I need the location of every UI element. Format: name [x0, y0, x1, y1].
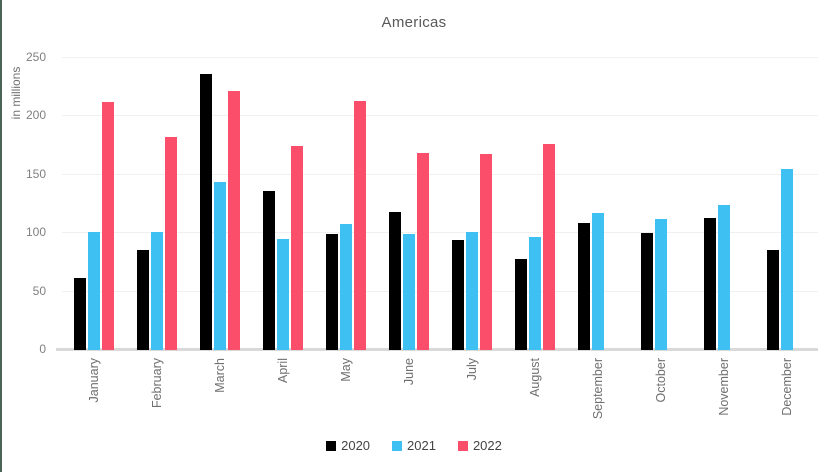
window-left-edge — [0, 0, 2, 472]
x-label-october: October — [653, 358, 668, 403]
bar-2020-march[interactable] — [199, 74, 212, 350]
x-label-july: July — [464, 358, 479, 381]
bar-2020-june[interactable] — [388, 212, 401, 350]
bar-2021-june[interactable] — [402, 234, 415, 350]
x-label-august: August — [527, 358, 542, 397]
bar-2021-september[interactable] — [591, 213, 604, 350]
y-tick-label-100: 100 — [25, 225, 46, 240]
bar-2022-january[interactable] — [101, 102, 114, 350]
bar-2021-november[interactable] — [717, 205, 730, 350]
y-tick-label-250: 250 — [25, 50, 46, 64]
legend-item-2022[interactable]: 2022 — [457, 438, 502, 453]
legend-swatch-2021 — [392, 440, 403, 451]
x-label-november: November — [716, 358, 731, 416]
bar-2022-may[interactable] — [353, 101, 366, 350]
legend: 2020 2021 2022 — [0, 438, 828, 453]
bar-2020-december[interactable] — [766, 249, 779, 350]
bar-2021-december[interactable] — [780, 168, 793, 350]
x-label-september: September — [590, 358, 605, 420]
bar-2021-january[interactable] — [87, 232, 100, 350]
bar-2022-february[interactable] — [164, 137, 177, 350]
x-label-march: March — [212, 358, 227, 393]
bar-2022-june[interactable] — [416, 152, 429, 350]
bar-2020-october[interactable] — [640, 233, 653, 350]
bar-2020-september[interactable] — [577, 222, 590, 350]
legend-swatch-2020 — [326, 440, 337, 451]
bar-2020-august[interactable] — [514, 258, 527, 350]
bar-2021-april[interactable] — [276, 239, 289, 350]
x-label-june: June — [401, 358, 416, 386]
y-tick-label-200: 200 — [25, 108, 46, 123]
legend-swatch-2022 — [457, 440, 468, 451]
legend-item-2021[interactable]: 2021 — [392, 438, 436, 453]
bar-2022-april[interactable] — [290, 145, 303, 350]
bar-2022-march[interactable] — [227, 90, 240, 350]
gridline-100 — [62, 232, 818, 234]
gridline-50 — [62, 290, 818, 292]
legend-label-2022: 2022 — [472, 438, 502, 453]
bar-2020-may[interactable] — [325, 234, 338, 350]
bar-2021-july[interactable] — [465, 232, 478, 350]
x-label-april: April — [275, 358, 290, 384]
bar-2022-august[interactable] — [542, 144, 555, 350]
y-tick-label-0: 0 — [39, 342, 46, 356]
gridline-200 — [62, 115, 818, 117]
legend-item-2020[interactable]: 2020 — [326, 438, 370, 453]
x-label-february: February — [149, 358, 164, 409]
bar-2022-july[interactable] — [479, 153, 492, 350]
bar-2021-february[interactable] — [150, 232, 163, 350]
legend-label-2021: 2021 — [407, 438, 436, 453]
gridline-250 — [62, 57, 818, 58]
y-tick-label-150: 150 — [25, 166, 46, 181]
bar-2021-august[interactable] — [528, 236, 541, 350]
bar-2020-november[interactable] — [703, 218, 716, 350]
bar-2021-march[interactable] — [213, 181, 226, 350]
bar-2020-february[interactable] — [136, 249, 149, 350]
gridline-150 — [62, 173, 818, 175]
bar-2020-july[interactable] — [451, 240, 464, 350]
plot-area — [56, 57, 818, 351]
x-label-december: December — [779, 358, 794, 416]
bar-2021-may[interactable] — [339, 223, 352, 350]
bar-2021-october[interactable] — [654, 219, 667, 350]
x-label-january: January — [86, 358, 101, 403]
chart-title: Americas — [381, 14, 447, 31]
legend-label-2020: 2020 — [341, 438, 371, 453]
x-label-may: May — [338, 358, 353, 382]
y-tick-label-50: 50 — [32, 283, 46, 298]
bar-2020-april[interactable] — [262, 191, 275, 350]
x-axis-line — [56, 348, 818, 351]
bar-2020-january[interactable] — [73, 277, 86, 350]
